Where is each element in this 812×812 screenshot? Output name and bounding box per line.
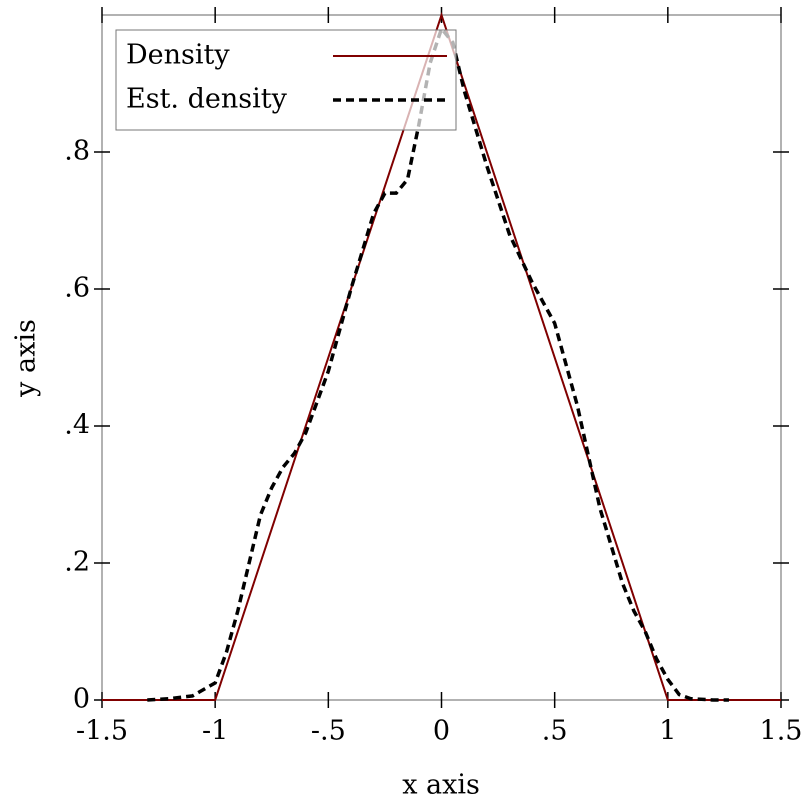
legend-box [115,29,457,131]
y-tick-label: .6 [64,273,90,304]
x-tick-label: .5 [542,716,568,747]
y-tick-label: 0 [73,684,90,715]
x-tick-label: -1 [202,716,228,747]
y-tick-label: .4 [64,410,90,441]
x-tick-label: 1.5 [760,716,803,747]
legend-label: Density [126,40,230,71]
x-axis-label: x axis [402,770,480,801]
y-tick-label: .2 [64,547,90,578]
y-tick-label: .8 [64,136,90,167]
x-tick-label: -.5 [311,716,346,747]
x-tick-label: -1.5 [76,716,128,747]
legend-label: Est. density [126,84,288,115]
x-tick-label: 1 [659,716,676,747]
y-axis-label: y axis [11,319,42,398]
x-tick-label: 0 [433,716,450,747]
